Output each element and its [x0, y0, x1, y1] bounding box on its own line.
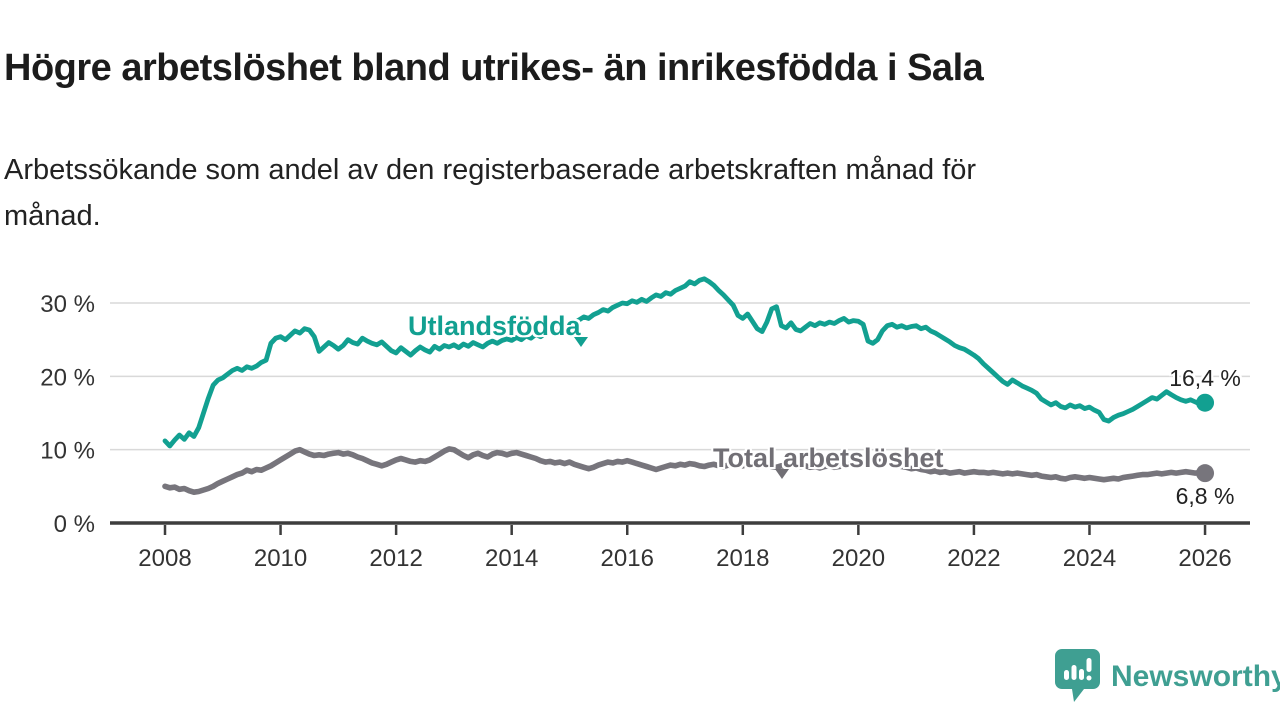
svg-text:2016: 2016 [601, 545, 654, 572]
page-title: Högre arbetslöshet bland utrikes- än inr… [4, 47, 984, 90]
label-pointer-down-icon [574, 337, 588, 347]
svg-text:2018: 2018 [716, 545, 769, 572]
svg-text:30 %: 30 % [40, 291, 95, 318]
end-value-label-1: 6,8 % [1175, 483, 1235, 510]
svg-text:2024: 2024 [1063, 545, 1116, 572]
subtitle-line-2: månad. [4, 200, 101, 232]
end-value-label-0: 16,4 % [1169, 364, 1241, 391]
newsworthy-bubble-chart-icon [1055, 649, 1100, 702]
svg-text:20 %: 20 % [40, 364, 95, 391]
svg-text:2026: 2026 [1178, 545, 1231, 572]
svg-text:2008: 2008 [138, 545, 191, 572]
svg-text:2022: 2022 [947, 545, 1000, 572]
svg-text:2010: 2010 [254, 545, 307, 572]
series-label-utlandsfodda: Utlandsfödda [408, 311, 581, 341]
svg-text:2020: 2020 [832, 545, 885, 572]
series-label-total-arbetsloshet: Total arbetslöshet [713, 443, 944, 473]
newsworthy-wordmark: Newsworthy [1111, 660, 1280, 693]
svg-text:0 %: 0 % [54, 511, 95, 538]
chart-subtitle: Arbetssökande som andel av den registerb… [4, 147, 1204, 239]
subtitle-line-1: Arbetssökande som andel av den registerb… [4, 154, 977, 186]
svg-text:2014: 2014 [485, 545, 538, 572]
svg-text:10 %: 10 % [40, 438, 95, 465]
label-pointer-down-icon [775, 469, 789, 479]
svg-text:2012: 2012 [369, 545, 422, 572]
newsworthy-logo: Newsworthy [1054, 648, 1280, 706]
